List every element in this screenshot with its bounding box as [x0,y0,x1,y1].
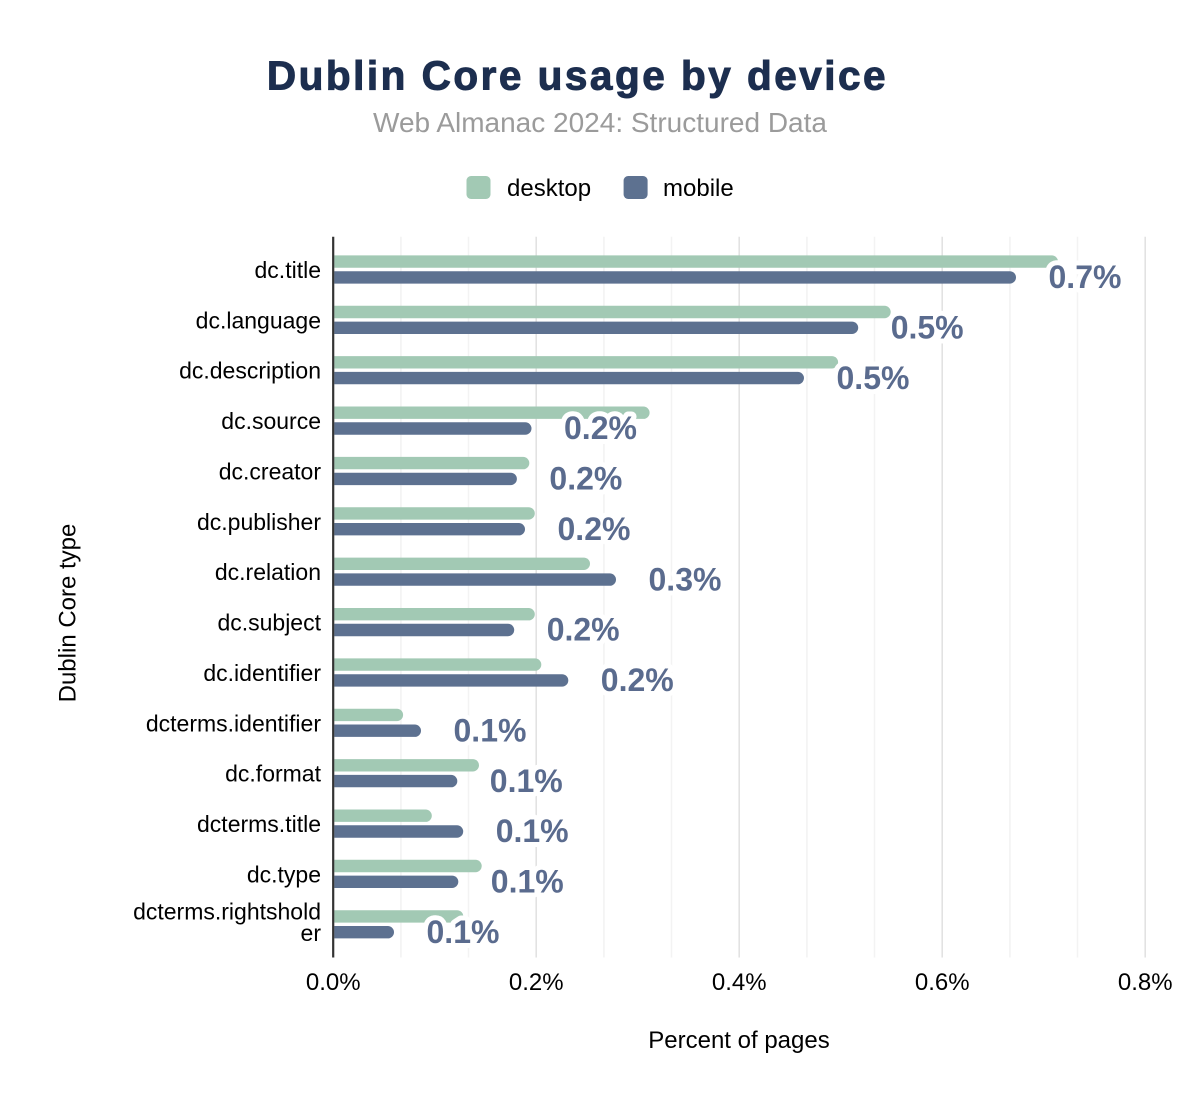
svg-text:0.2%: 0.2% [509,969,564,996]
svg-text:0.2%: 0.2% [564,410,637,446]
svg-text:dcterms.rightshold: dcterms.rightshold [133,898,321,924]
svg-text:0.0%: 0.0% [306,969,361,996]
svg-text:dc.type: dc.type [247,861,321,887]
svg-text:0.1%: 0.1% [496,813,569,849]
svg-text:dc.title: dc.title [255,257,321,283]
svg-text:0.2%: 0.2% [547,612,620,648]
svg-text:0.2%: 0.2% [601,662,674,698]
svg-text:0.2%: 0.2% [558,511,631,547]
svg-text:0.8%: 0.8% [1118,969,1173,996]
svg-text:Dublin Core usage by device: Dublin Core usage by device [267,53,888,99]
svg-text:0.6%: 0.6% [915,969,970,996]
svg-text:0.2%: 0.2% [549,461,622,497]
svg-text:er: er [301,920,322,946]
svg-text:dc.creator: dc.creator [219,459,322,485]
svg-text:0.3%: 0.3% [649,561,722,597]
svg-text:dcterms.title: dcterms.title [197,811,321,837]
svg-text:0.1%: 0.1% [427,914,500,950]
svg-text:dc.identifier: dc.identifier [203,660,321,686]
svg-text:0.1%: 0.1% [491,864,564,900]
svg-text:Percent of pages: Percent of pages [648,1027,829,1054]
svg-text:0.1%: 0.1% [454,712,527,748]
svg-text:dc.format: dc.format [225,761,321,787]
svg-text:dc.language: dc.language [196,307,321,333]
svg-text:dc.subject: dc.subject [217,610,321,636]
svg-text:dc.source: dc.source [221,408,321,434]
svg-text:0.1%: 0.1% [490,763,563,799]
svg-text:0.5%: 0.5% [891,310,964,346]
svg-text:0.4%: 0.4% [712,969,767,996]
svg-text:Web Almanac 2024: Structured D: Web Almanac 2024: Structured Data [373,107,827,138]
svg-text:dc.publisher: dc.publisher [197,509,321,535]
svg-text:mobile: mobile [663,175,734,202]
svg-text:dc.relation: dc.relation [215,559,321,585]
svg-text:0.5%: 0.5% [837,360,910,396]
svg-text:desktop: desktop [507,175,591,202]
svg-text:Dublin Core type: Dublin Core type [55,524,82,703]
svg-text:dc.description: dc.description [179,358,321,384]
svg-text:dcterms.identifier: dcterms.identifier [146,710,321,736]
svg-text:0.7%: 0.7% [1049,259,1122,295]
